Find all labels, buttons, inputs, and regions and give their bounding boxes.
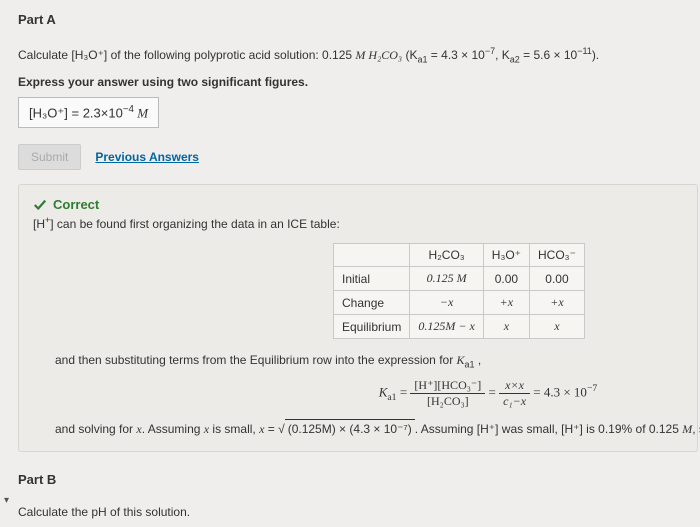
table-header-row: H₂CO₃ H₃O⁺ HCO₃⁻ — [334, 244, 585, 267]
submit-button[interactable]: Submit — [18, 144, 81, 170]
answer-val: 2.3×10 — [83, 105, 123, 120]
check-icon — [33, 198, 47, 212]
k-sym: K — [457, 353, 465, 367]
ice-table: H₂CO₃ H₃O⁺ HCO₃⁻ Initial 0.125 M 0.00 0.… — [333, 243, 585, 339]
table-row: Initial 0.125 M 0.00 0.00 — [334, 267, 585, 291]
k1-exp: −7 — [485, 46, 495, 56]
part-b-header: Part B — [18, 472, 698, 487]
table-cell: +x — [530, 291, 585, 315]
table-cell: Equilibrium — [334, 315, 410, 339]
part-b-prompt: Calculate the pH of this solution. — [18, 505, 698, 519]
unit-m: M — [682, 422, 692, 436]
table-cell: x — [483, 315, 529, 339]
answer-lhs: [H₃O⁺] = — [29, 105, 83, 120]
frac-den2: c₁−x — [499, 394, 530, 409]
k1-eq: = 4.3 × 10 — [427, 48, 484, 62]
fraction-2: x×x c₁−x — [499, 378, 530, 409]
step2-text: and then substituting terms from the Equ… — [55, 353, 457, 367]
solve-e: , so the as — [692, 422, 700, 436]
table-cell: HCO₃⁻ — [530, 244, 585, 267]
solving-line: and solving for x. Assuming x is small, … — [55, 419, 683, 439]
prompt-prefix: Calculate — [18, 48, 71, 62]
prompt-target: [H₃O⁺] — [71, 48, 107, 62]
equilibrium-expression: Ka1 = [H⁺][HCO₃⁻] [H₂CO₃] = x×x c₁−x = 4… — [293, 378, 683, 409]
solve-a: and solving for — [55, 422, 136, 436]
action-row: Submit Previous Answers — [18, 144, 698, 170]
h-bracket: [H — [33, 217, 45, 231]
table-row: Change −x +x +x — [334, 291, 585, 315]
substitution-step: and then substituting terms from the Equ… — [55, 353, 683, 369]
solve-d: . Assuming [H⁺] was small, [H⁺] is 0.19%… — [415, 422, 682, 436]
sqrt-expr: (0.125M) × (4.3 × 10⁻⁷) — [285, 419, 415, 439]
frac-num2: x×x — [499, 378, 530, 394]
answer-display: [H₃O⁺] = 2.3×10−4 M — [18, 97, 159, 128]
k2-label: , K — [495, 48, 510, 62]
k2-exp: −11 — [577, 46, 592, 56]
part-b-section: Part B Calculate the pH of this solution… — [18, 472, 698, 519]
table-cell: 0.125M − x — [410, 315, 483, 339]
cell-value: 0.125 M — [427, 271, 467, 285]
previous-answers-link[interactable]: Previous Answers — [95, 150, 199, 164]
table-row: Equilibrium 0.125M − x x x — [334, 315, 585, 339]
table-cell: 0.00 — [530, 267, 585, 291]
correct-indicator: Correct — [33, 197, 683, 212]
table-cell: 0.125 M — [410, 267, 483, 291]
k2-sub: a2 — [510, 54, 520, 64]
prompt-species: M H₂CO₃ — [355, 48, 402, 62]
prompt-end: ). — [592, 48, 599, 62]
collapse-caret-icon[interactable]: ▾ — [4, 495, 9, 506]
table-cell: H₂CO₃ — [410, 244, 483, 267]
solve-c: is small, — [209, 422, 259, 436]
k1-sub: a1 — [417, 54, 427, 64]
rhs-exp: −7 — [587, 383, 597, 394]
problem-statement: Calculate [H₃O⁺] of the following polypr… — [18, 45, 698, 67]
k2-eq: = 5.6 × 10 — [520, 48, 577, 62]
rhs-val: = 4.3 × 10 — [533, 384, 587, 399]
k-lhs-sub: a1 — [387, 392, 396, 403]
solve-eq: = — [264, 422, 278, 436]
table-cell — [334, 244, 410, 267]
table-cell: Change — [334, 291, 410, 315]
table-cell: Initial — [334, 267, 410, 291]
sig-fig-instruction: Express your answer using two significan… — [18, 73, 698, 91]
explain-line-1: [H+] can be found first organizing the d… — [33, 215, 683, 231]
solve-b: . Assuming — [142, 422, 204, 436]
table-cell: −x — [410, 291, 483, 315]
step2-comma: , — [475, 353, 482, 367]
prompt-mid: of the following polyprotic acid solutio… — [107, 48, 355, 62]
table-cell: 0.00 — [483, 267, 529, 291]
answer-exp: −4 — [123, 104, 134, 115]
frac-num: [H⁺][HCO₃⁻] — [410, 378, 485, 394]
table-cell: x — [530, 315, 585, 339]
answer-unit: M — [134, 105, 148, 120]
k-sub: a1 — [465, 360, 475, 370]
table-cell: H₃O⁺ — [483, 244, 529, 267]
frac-den: [H₂CO₃] — [410, 394, 485, 409]
part-a-header: Part A — [18, 12, 698, 27]
correct-label: Correct — [53, 197, 99, 212]
fraction-1: [H⁺][HCO₃⁻] [H₂CO₃] — [410, 378, 485, 409]
explain-rest: ] can be found first organizing the data… — [50, 217, 340, 231]
feedback-panel: Correct [H+] can be found first organizi… — [18, 184, 698, 452]
k1-label: (K — [402, 48, 417, 62]
table-cell: +x — [483, 291, 529, 315]
